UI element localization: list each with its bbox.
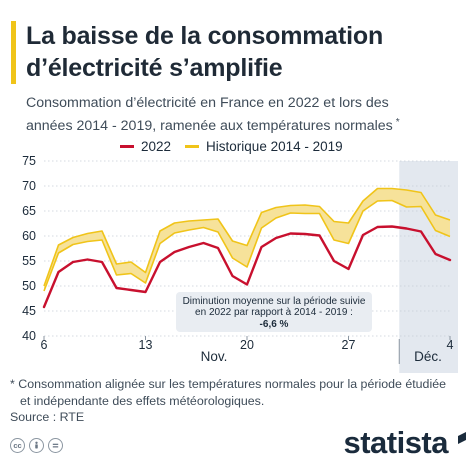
line-chart: 40 45 50 55 60 65 70 75 6 13 20 27 4 Nov. Déc. Diminu… bbox=[22, 154, 458, 373]
title-accent-bar bbox=[11, 21, 16, 84]
statista-logo[interactable]: statista bbox=[343, 425, 448, 460]
y-tick-label-45: 45 bbox=[22, 304, 36, 318]
subtitle-line-2: années 2014 - 2019, ramenée aux températ… bbox=[26, 113, 471, 136]
legend-swatch-historique bbox=[185, 144, 200, 148]
y-tick-label-60: 60 bbox=[22, 229, 36, 243]
footnote-line-1: * Consommation alignée sur les températu… bbox=[10, 377, 446, 391]
legend-swatch-2022 bbox=[120, 144, 134, 148]
x-tick-label-6: 6 bbox=[41, 338, 48, 352]
subtitle-line-1: Consommation d’électricité en France en … bbox=[26, 95, 389, 111]
cc-icon[interactable]: cc bbox=[10, 438, 25, 453]
footnote: * Consommation alignée sur les températu… bbox=[10, 376, 470, 410]
subtitle-line-2-text: années 2014 - 2019, ramenée aux températ… bbox=[26, 118, 393, 134]
y-tick-label-40: 40 bbox=[22, 329, 36, 343]
legend-item-2022: 2022 bbox=[120, 139, 171, 154]
historical-band-upper-line bbox=[43, 187, 451, 287]
title-line-2: d’électricité s’amplifie bbox=[26, 54, 283, 82]
series-2022-line bbox=[42, 225, 452, 309]
legend-label-historique: Historique 2014 - 2019 bbox=[206, 138, 343, 154]
annotation: Diminution moyenne sur la période suivie… bbox=[176, 292, 372, 332]
annotation-line-2: en 2022 par rapport à 2014 - 2019 : bbox=[195, 307, 353, 318]
x-axis-ticks: 6 13 20 27 4 Nov. Déc. bbox=[41, 336, 454, 364]
y-tick-label-50: 50 bbox=[22, 279, 36, 293]
annotation-line-1: Diminution moyenne sur la période suivie bbox=[183, 296, 366, 307]
y-axis-ticks: 40 45 50 55 60 65 70 75 bbox=[22, 154, 36, 343]
chart-title: La baisse de la consommation d’électrici… bbox=[26, 20, 471, 84]
x-tick-label-13: 13 bbox=[139, 338, 153, 352]
annotation-box bbox=[176, 292, 372, 332]
equals-icon[interactable] bbox=[48, 438, 63, 453]
annotation-line-3: -6,6 % bbox=[260, 319, 289, 330]
license-icons: cc bbox=[10, 438, 67, 453]
legend-label-2022: 2022 bbox=[141, 138, 172, 154]
y-tick-label-55: 55 bbox=[22, 254, 36, 268]
x-tick-label-27: 27 bbox=[342, 338, 356, 352]
attribution-icon-glyph bbox=[35, 441, 38, 449]
attribution-icon[interactable] bbox=[29, 438, 44, 453]
equals-icon-glyph bbox=[52, 443, 59, 448]
y-tick-label-75: 75 bbox=[22, 154, 36, 168]
historical-band-area bbox=[44, 188, 450, 291]
series-2022-layer bbox=[42, 225, 452, 309]
footnote-line-2: et indépendante des effets météorologiqu… bbox=[20, 394, 265, 408]
chart-legend: 2022 Historique 2014 - 2019 bbox=[120, 137, 357, 155]
historical-band-lower-line bbox=[43, 199, 451, 292]
subtitle-footnote-mark: * bbox=[395, 117, 400, 128]
month-label-dec: Déc. bbox=[414, 349, 442, 364]
x-tick-label-20: 20 bbox=[240, 338, 254, 352]
chart-subtitle: Consommation d’électricité en France en … bbox=[26, 94, 471, 136]
y-tick-label-65: 65 bbox=[22, 204, 36, 218]
historical-band-layer bbox=[43, 187, 451, 292]
x-tick-label-4: 4 bbox=[447, 338, 454, 352]
month-label-nov: Nov. bbox=[201, 349, 228, 364]
legend-item-historique: Historique 2014 - 2019 bbox=[185, 139, 343, 154]
y-tick-label-70: 70 bbox=[22, 179, 36, 193]
source-label: Source : RTE bbox=[10, 410, 85, 424]
title-line-1: La baisse de la consommation bbox=[26, 22, 384, 50]
statista-logo-icon bbox=[458, 432, 466, 444]
